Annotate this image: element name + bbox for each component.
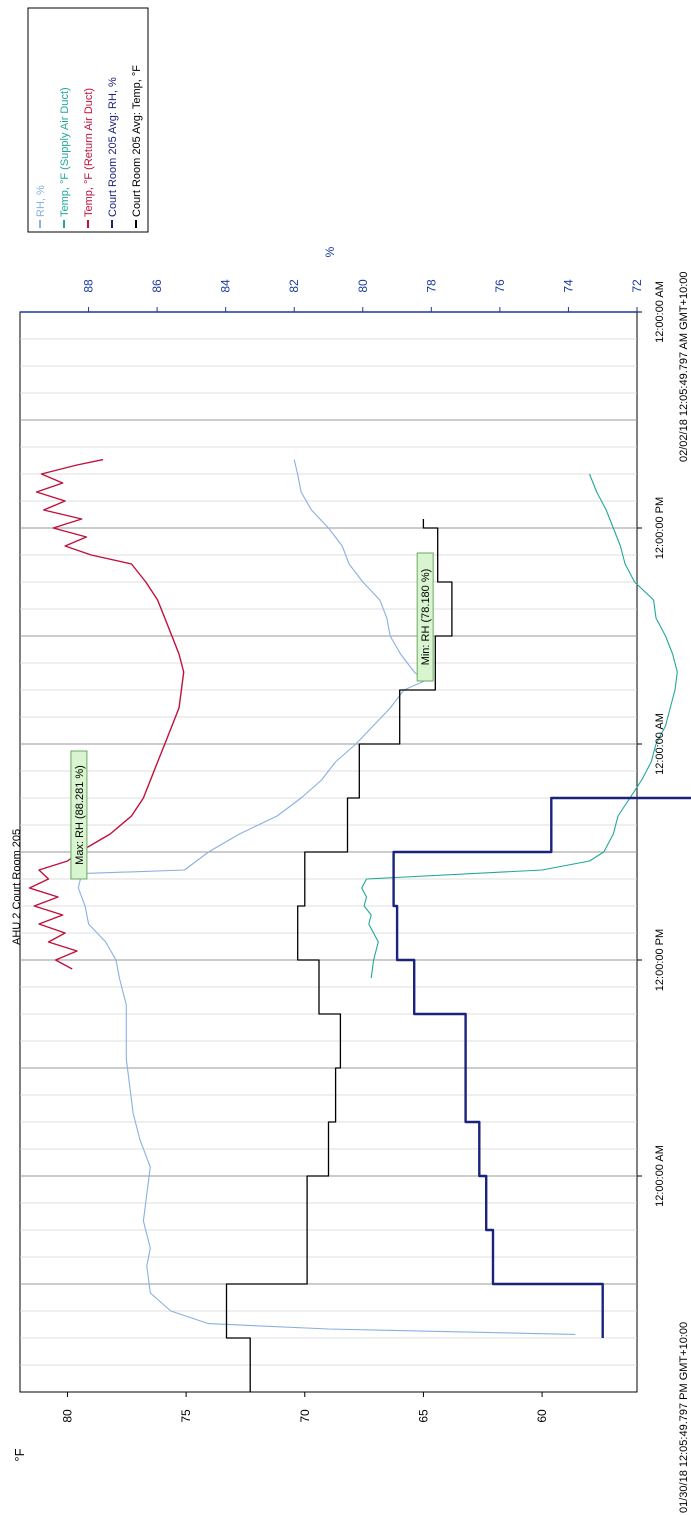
- right-tick-label: 76: [493, 279, 507, 293]
- left-tick-label: 70: [298, 1409, 312, 1423]
- chart-title: AHU 2 Court Room 205: [11, 829, 23, 945]
- x-start-label: 01/30/18 12:05:49.797 PM GMT+10:00: [678, 1322, 690, 1513]
- series-line-3: [28, 458, 185, 970]
- right-axis-label: %: [323, 246, 337, 257]
- legend-label: RH, %: [35, 185, 47, 217]
- right-tick-label: 72: [630, 279, 644, 293]
- legend-box: [27, 7, 149, 233]
- legend: RH, % Temp, °F (Supply Air Duct) Temp, °F …: [27, 7, 149, 233]
- legend-entry: Temp, °F (Return Air Duct): [83, 88, 95, 228]
- legend-label: Temp, °F (Supply Air Duct): [59, 87, 71, 217]
- annotation-box: [416, 552, 434, 682]
- right-axis-ticks: 72 74 76 78 80 82 84 86 88: [82, 279, 644, 312]
- legend-entry: Court Room 205 Avg: Temp, °F: [131, 65, 143, 228]
- left-tick-label: 65: [416, 1409, 430, 1423]
- series-line-4: [392, 796, 691, 1338]
- series-line-1: [77, 459, 576, 1335]
- right-tick-label: 78: [424, 279, 438, 293]
- annotation-callout: Max: RH (88.281 %): [70, 750, 88, 880]
- x-tick-label: 12:00:00 PM: [654, 497, 666, 559]
- legend-label: Court Room 205 Avg: RH, %: [107, 77, 119, 217]
- left-tick-label: 60: [535, 1409, 549, 1423]
- series-line-5: [225, 519, 453, 1392]
- series-line-2: [361, 473, 678, 979]
- right-tick-label: 88: [82, 279, 96, 293]
- x-tick-label: 12:00:00 AM: [654, 1145, 666, 1207]
- right-tick-label: 86: [150, 279, 164, 293]
- annotations: Max: RH (88.281 %) Min: RH (78.180 %): [70, 552, 434, 880]
- right-tick-label: 74: [561, 279, 575, 293]
- x-tick-label: 12:00:00 PM: [654, 929, 666, 991]
- left-axis-label: °F: [12, 1448, 27, 1461]
- legend-label: Temp, °F (Return Air Duct): [83, 88, 95, 217]
- right-tick-label: 84: [219, 279, 233, 293]
- annotation-label: Min: RH (78.180 %): [420, 569, 432, 666]
- x-axis-ticks: 12:00:00 AM 12:00:00 PM 12:00:00 AM 12:00:0…: [637, 281, 666, 1207]
- left-tick-label: 80: [60, 1409, 74, 1423]
- x-end-label: 02/02/18 12:05:49.797 AM GMT+10:00: [678, 272, 690, 463]
- right-tick-label: 82: [287, 279, 301, 293]
- left-tick-label: 75: [179, 1409, 193, 1423]
- legend-label: Court Room 205 Avg: Temp, °F: [131, 65, 143, 217]
- legend-entry: Court Room 205 Avg: RH, %: [107, 77, 119, 228]
- x-tick-label: 12:00:00 AM: [654, 281, 666, 343]
- legend-entry: Temp, °F (Supply Air Duct): [59, 87, 71, 228]
- x-tick-label: 12:00:00 AM: [654, 713, 666, 775]
- left-axis-ticks: 60 65 70 75 80: [60, 1392, 549, 1423]
- legend-entry: RH, %: [35, 185, 47, 228]
- annotation-box: [70, 750, 88, 880]
- series-layer: [28, 458, 691, 1392]
- right-tick-label: 80: [356, 279, 370, 293]
- annotation-label: Max: RH (88.281 %): [74, 765, 86, 865]
- annotation-callout: Min: RH (78.180 %): [416, 552, 434, 682]
